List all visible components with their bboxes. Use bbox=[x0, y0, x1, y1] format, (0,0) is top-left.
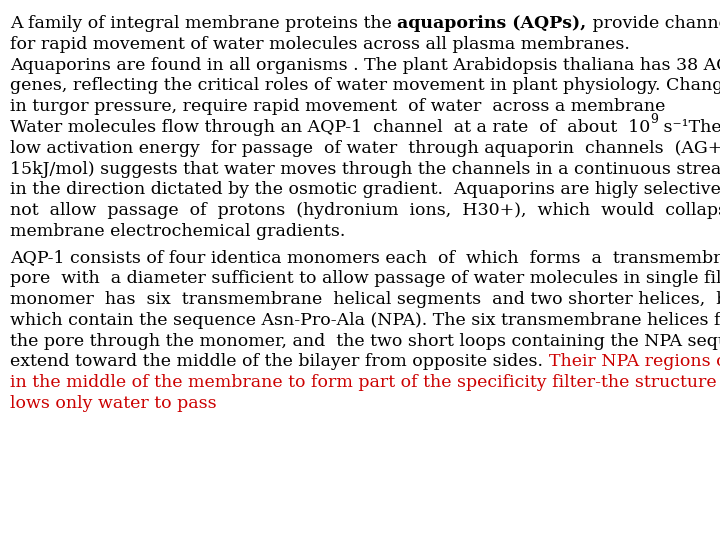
Text: extend toward the middle of the bilayer from opposite sides.: extend toward the middle of the bilayer … bbox=[10, 353, 549, 370]
Text: for rapid movement of water molecules across all plasma membranes.: for rapid movement of water molecules ac… bbox=[10, 36, 630, 53]
Text: provide channels: provide channels bbox=[587, 15, 720, 32]
Text: Water molecules flow through an AQP-1  channel  at a rate  of  about  10: Water molecules flow through an AQP-1 ch… bbox=[10, 119, 650, 136]
Text: membrane electrochemical gradients.: membrane electrochemical gradients. bbox=[10, 223, 346, 240]
Text: in the direction dictated by the osmotic gradient.  Aquaporins are higly selecti: in the direction dictated by the osmotic… bbox=[10, 181, 720, 198]
Text: low activation energy  for passage  of water  through aquaporin  channels  (AG+<: low activation energy for passage of wat… bbox=[10, 140, 720, 157]
Text: in the middle of the membrane to form part of the specificity filter-the structu: in the middle of the membrane to form pa… bbox=[10, 374, 720, 391]
Text: aquaporins (AQPs),: aquaporins (AQPs), bbox=[397, 15, 587, 32]
Text: monomer  has  six  transmembrane  helical segments  and two shorter helices,  bo: monomer has six transmembrane helical se… bbox=[10, 291, 720, 308]
Text: AQP-1 consists of four identica monomers each  of  which  forms  a  transmembran: AQP-1 consists of four identica monomers… bbox=[10, 249, 720, 266]
Text: 9: 9 bbox=[650, 112, 658, 126]
Text: in turgor pressure, require rapid movement  of water  across a membrane: in turgor pressure, require rapid moveme… bbox=[10, 98, 665, 115]
Text: genes, reflecting the critical roles of water movement in plant physiology. Chan: genes, reflecting the critical roles of … bbox=[10, 77, 720, 94]
Text: 15kJ/mol) suggests that water moves through the channels in a continuous stream,: 15kJ/mol) suggests that water moves thro… bbox=[10, 160, 720, 178]
Text: Their NPA regions overlap: Their NPA regions overlap bbox=[549, 353, 720, 370]
Text: the pore through the monomer, and  the two short loops containing the NPA sequen: the pore through the monomer, and the tw… bbox=[10, 333, 720, 349]
Text: A family of integral membrane proteins the: A family of integral membrane proteins t… bbox=[10, 15, 397, 32]
Text: pore  with  a diameter sufficient to allow passage of water molecules in single : pore with a diameter sufficient to allow… bbox=[10, 270, 720, 287]
Text: s⁻¹The: s⁻¹The bbox=[658, 119, 720, 136]
Text: Aquaporins are found in all organisms . The plant Arabidopsis thaliana has 38 AQ: Aquaporins are found in all organisms . … bbox=[10, 57, 720, 73]
Text: lows only water to pass: lows only water to pass bbox=[10, 395, 217, 412]
Text: not  allow  passage  of  protons  (hydronium  ions,  H30+),  which  would  colla: not allow passage of protons (hydronium … bbox=[10, 202, 720, 219]
Text: which contain the sequence Asn-Pro-Ala (NPA). The six transmembrane helices form: which contain the sequence Asn-Pro-Ala (… bbox=[10, 312, 720, 329]
